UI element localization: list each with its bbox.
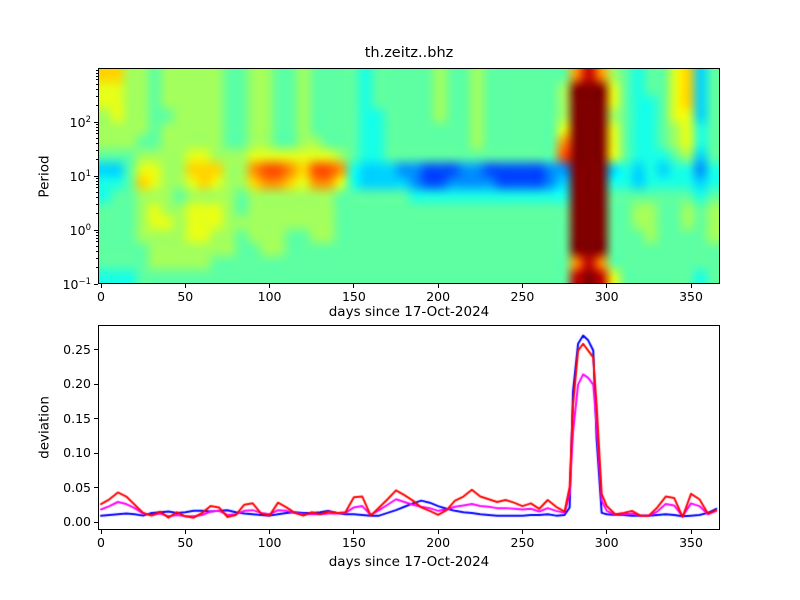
x-tick-label: 350 [679, 535, 703, 550]
x-tick-mark [184, 530, 186, 534]
x-tick-label: 350 [679, 289, 703, 304]
y-minor-tick-mark [96, 250, 98, 252]
x-tick-mark [100, 530, 102, 534]
y-minor-tick-mark [96, 237, 98, 239]
y-tick-mark [94, 121, 98, 123]
y-tick-mark [94, 521, 98, 523]
x-tick-mark [184, 284, 186, 288]
x-tick-label: 150 [341, 535, 366, 550]
bottom-x-axis-label: days since 17-Oct-2024 [328, 554, 490, 570]
deviation-axes [98, 325, 720, 530]
y-minor-tick-mark [96, 257, 98, 259]
x-tick-mark [690, 530, 692, 534]
x-tick-label: 50 [177, 289, 194, 304]
y-minor-tick-mark [96, 241, 98, 243]
x-tick-mark [353, 284, 355, 288]
y-tick-label: 101 [69, 169, 91, 185]
top-x-axis-label: days since 17-Oct-2024 [328, 304, 490, 320]
y-tick-label: 0.00 [63, 514, 91, 529]
y-tick-mark [94, 283, 98, 285]
y-minor-tick-mark [96, 69, 98, 71]
x-tick-mark [353, 530, 355, 534]
y-minor-tick-mark [96, 72, 98, 74]
y-minor-tick-mark [96, 83, 98, 85]
y-minor-tick-mark [96, 213, 98, 215]
x-tick-mark [100, 284, 102, 288]
heatmap-axes [98, 68, 720, 284]
y-minor-tick-mark [96, 267, 98, 269]
y-minor-tick-mark [96, 191, 98, 193]
y-tick-mark [94, 452, 98, 454]
x-tick-label: 300 [594, 289, 619, 304]
y-minor-tick-mark [96, 105, 98, 107]
y-minor-tick-mark [96, 79, 98, 81]
y-tick-mark [94, 349, 98, 351]
x-tick-label: 0 [97, 289, 105, 304]
x-tick-label: 50 [177, 535, 194, 550]
y-minor-tick-mark [96, 137, 98, 139]
y-minor-tick-mark [96, 129, 98, 131]
y-minor-tick-mark [96, 159, 98, 161]
x-tick-mark [606, 284, 608, 288]
x-tick-label: 200 [426, 289, 451, 304]
x-tick-mark [437, 284, 439, 288]
plot-title: th.zeitz..bhz [364, 45, 454, 61]
y-tick-label: 0.05 [63, 479, 91, 495]
y-minor-tick-mark [96, 183, 98, 185]
x-tick-mark [606, 530, 608, 534]
y-tick-label: 10−1 [62, 277, 91, 293]
x-tick-label: 300 [594, 535, 619, 550]
y-tick-label: 0.25 [63, 341, 91, 357]
x-tick-label: 250 [510, 535, 535, 550]
y-minor-tick-mark [96, 88, 98, 90]
y-minor-tick-mark [96, 142, 98, 144]
y-minor-tick-mark [96, 187, 98, 189]
heatmap-plot-area [99, 69, 719, 283]
y-minor-tick-mark [96, 95, 98, 97]
y-minor-tick-mark [96, 203, 98, 205]
y-tick-mark [94, 383, 98, 385]
x-tick-label: 0 [97, 535, 105, 550]
y-tick-mark [94, 175, 98, 177]
y-minor-tick-mark [96, 234, 98, 236]
y-tick-label: 100 [69, 223, 91, 239]
y-tick-label: 0.20 [63, 376, 91, 392]
y-minor-tick-mark [96, 180, 98, 182]
x-tick-label: 100 [257, 535, 282, 550]
y-minor-tick-mark [96, 126, 98, 128]
y-tick-label: 0.15 [63, 410, 91, 426]
x-tick-label: 200 [426, 535, 451, 550]
x-tick-mark [521, 284, 523, 288]
y-minor-tick-mark [96, 196, 98, 198]
x-tick-label: 100 [257, 289, 282, 304]
y-tick-mark [94, 487, 98, 489]
x-tick-mark [269, 284, 271, 288]
y-minor-tick-mark [96, 149, 98, 151]
x-tick-mark [690, 284, 692, 288]
x-tick-mark [521, 530, 523, 534]
y-tick-label: 102 [69, 115, 91, 131]
y-tick-mark [94, 229, 98, 231]
x-tick-mark [437, 530, 439, 534]
x-tick-label: 150 [341, 289, 366, 304]
y-minor-tick-mark [96, 123, 98, 125]
deviation-plot-area [99, 326, 719, 529]
y-tick-label: 0.10 [63, 445, 91, 461]
y-minor-tick-mark [96, 245, 98, 247]
y-minor-tick-mark [96, 133, 98, 135]
x-tick-label: 250 [510, 289, 535, 304]
x-tick-mark [269, 530, 271, 534]
y-tick-mark [94, 418, 98, 420]
y-minor-tick-mark [96, 177, 98, 179]
y-minor-tick-mark [96, 231, 98, 233]
y-minor-tick-mark [96, 75, 98, 77]
